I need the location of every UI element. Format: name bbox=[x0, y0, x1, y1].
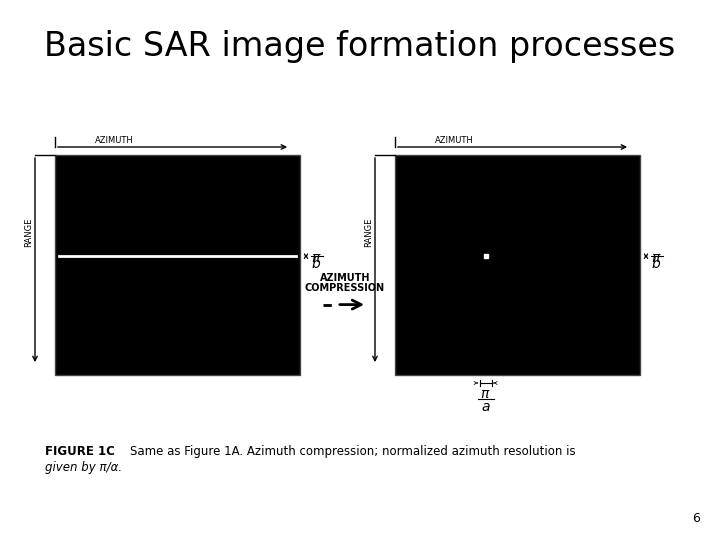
Text: given by π/α.: given by π/α. bbox=[45, 461, 122, 474]
Text: b: b bbox=[311, 257, 320, 271]
Text: 6: 6 bbox=[692, 512, 700, 525]
Text: b: b bbox=[651, 257, 660, 271]
Bar bbox=[55, 155, 300, 375]
Text: a: a bbox=[482, 400, 490, 414]
Text: AZIMUTH: AZIMUTH bbox=[435, 136, 474, 145]
Text: RANGE: RANGE bbox=[24, 217, 33, 247]
Text: $\pi$: $\pi$ bbox=[311, 251, 322, 265]
Text: AZIMUTH: AZIMUTH bbox=[320, 273, 370, 282]
Text: RANGE: RANGE bbox=[364, 217, 373, 247]
Bar bbox=[395, 155, 640, 375]
Text: Basic SAR image formation processes: Basic SAR image formation processes bbox=[45, 30, 675, 63]
Text: Same as Figure 1A. Azimuth compression; normalized azimuth resolution is: Same as Figure 1A. Azimuth compression; … bbox=[130, 445, 575, 458]
Text: $\pi$: $\pi$ bbox=[651, 251, 662, 265]
Text: COMPRESSION: COMPRESSION bbox=[305, 282, 385, 293]
Text: $\pi$: $\pi$ bbox=[480, 387, 491, 401]
Text: FIGURE 1C: FIGURE 1C bbox=[45, 445, 115, 458]
Text: AZIMUTH: AZIMUTH bbox=[95, 136, 134, 145]
